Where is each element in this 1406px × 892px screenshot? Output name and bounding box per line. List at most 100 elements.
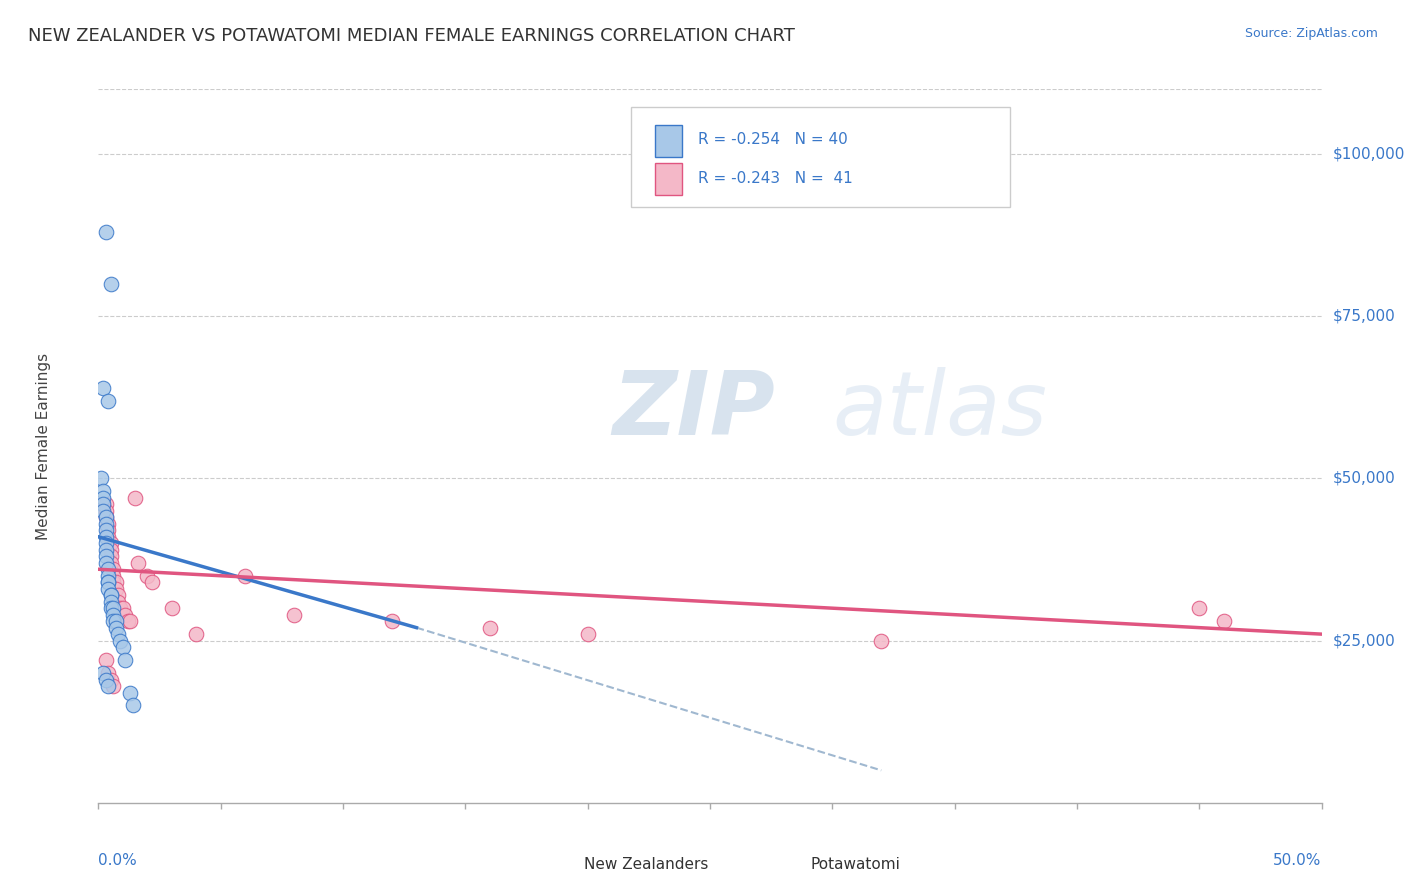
Point bbox=[117, 614, 139, 628]
Point bbox=[104, 582, 127, 596]
Point bbox=[120, 614, 142, 628]
Point bbox=[110, 601, 132, 615]
Point bbox=[478, 621, 501, 635]
Point bbox=[101, 601, 124, 615]
Point bbox=[104, 575, 127, 590]
Point bbox=[141, 575, 163, 590]
Point bbox=[94, 673, 117, 687]
Text: atlas: atlas bbox=[832, 368, 1047, 453]
Text: $50,000: $50,000 bbox=[1333, 471, 1396, 486]
Point bbox=[97, 516, 120, 531]
Point bbox=[111, 640, 134, 654]
Point bbox=[97, 530, 120, 544]
Point bbox=[97, 575, 120, 590]
Point bbox=[94, 510, 117, 524]
Point bbox=[101, 614, 124, 628]
Text: R = -0.243   N =  41: R = -0.243 N = 41 bbox=[697, 171, 852, 186]
Point bbox=[100, 277, 122, 291]
Point bbox=[91, 504, 114, 518]
Point bbox=[111, 601, 134, 615]
Point bbox=[94, 542, 117, 557]
Point bbox=[94, 510, 117, 524]
Point bbox=[870, 633, 893, 648]
Point bbox=[100, 536, 122, 550]
Point bbox=[121, 698, 143, 713]
Text: 50.0%: 50.0% bbox=[1274, 853, 1322, 868]
Text: NEW ZEALANDER VS POTAWATOMI MEDIAN FEMALE EARNINGS CORRELATION CHART: NEW ZEALANDER VS POTAWATOMI MEDIAN FEMAL… bbox=[28, 27, 794, 45]
Point bbox=[97, 679, 120, 693]
Point bbox=[91, 666, 114, 681]
Point bbox=[94, 225, 117, 239]
Point bbox=[94, 549, 117, 564]
Point bbox=[101, 562, 124, 576]
Point bbox=[104, 621, 127, 635]
Point bbox=[91, 497, 114, 511]
Point bbox=[100, 601, 122, 615]
Point bbox=[104, 614, 127, 628]
Point bbox=[381, 614, 404, 628]
Text: R = -0.254   N = 40: R = -0.254 N = 40 bbox=[697, 132, 848, 146]
Point bbox=[100, 588, 122, 602]
Point bbox=[233, 568, 256, 582]
Text: Median Female Earnings: Median Female Earnings bbox=[37, 352, 51, 540]
Point bbox=[97, 393, 120, 408]
Point bbox=[97, 666, 120, 681]
Point bbox=[97, 575, 120, 590]
FancyBboxPatch shape bbox=[778, 855, 804, 876]
Text: $75,000: $75,000 bbox=[1333, 309, 1396, 324]
Point bbox=[1188, 601, 1211, 615]
Point bbox=[94, 516, 117, 531]
Text: ZIP: ZIP bbox=[612, 367, 775, 454]
Point bbox=[110, 633, 132, 648]
Point bbox=[1212, 614, 1234, 628]
Point bbox=[91, 484, 114, 499]
Point bbox=[160, 601, 183, 615]
Point bbox=[101, 607, 124, 622]
Point bbox=[101, 679, 124, 693]
Point bbox=[97, 568, 120, 582]
Point bbox=[94, 524, 117, 538]
Point bbox=[94, 556, 117, 570]
Point bbox=[94, 653, 117, 667]
Point bbox=[107, 627, 129, 641]
FancyBboxPatch shape bbox=[551, 855, 578, 876]
Point bbox=[100, 542, 122, 557]
Point bbox=[124, 491, 146, 505]
Text: New Zealanders: New Zealanders bbox=[583, 857, 709, 872]
Point bbox=[100, 556, 122, 570]
Point bbox=[97, 524, 120, 538]
Point bbox=[136, 568, 159, 582]
Point bbox=[91, 381, 114, 395]
Point bbox=[91, 497, 114, 511]
Point bbox=[186, 627, 208, 641]
Text: $100,000: $100,000 bbox=[1333, 146, 1405, 161]
Point bbox=[91, 491, 114, 505]
Point bbox=[120, 685, 142, 699]
Text: Source: ZipAtlas.com: Source: ZipAtlas.com bbox=[1244, 27, 1378, 40]
Point bbox=[576, 627, 599, 641]
Point bbox=[100, 673, 122, 687]
Point bbox=[100, 595, 122, 609]
Point bbox=[97, 562, 120, 576]
Point bbox=[107, 588, 129, 602]
Point bbox=[107, 595, 129, 609]
Point bbox=[94, 504, 117, 518]
Point bbox=[100, 549, 122, 564]
Text: Potawatomi: Potawatomi bbox=[810, 857, 900, 872]
Point bbox=[114, 607, 136, 622]
Text: $25,000: $25,000 bbox=[1333, 633, 1396, 648]
Point bbox=[90, 471, 112, 485]
Point bbox=[101, 568, 124, 582]
FancyBboxPatch shape bbox=[655, 162, 682, 194]
Point bbox=[101, 575, 124, 590]
Point bbox=[97, 582, 120, 596]
FancyBboxPatch shape bbox=[630, 107, 1010, 207]
Text: 0.0%: 0.0% bbox=[98, 853, 138, 868]
Point bbox=[283, 607, 305, 622]
Point bbox=[127, 556, 149, 570]
FancyBboxPatch shape bbox=[655, 125, 682, 157]
Point bbox=[94, 530, 117, 544]
Point bbox=[94, 497, 117, 511]
Point bbox=[94, 536, 117, 550]
Point bbox=[114, 653, 136, 667]
